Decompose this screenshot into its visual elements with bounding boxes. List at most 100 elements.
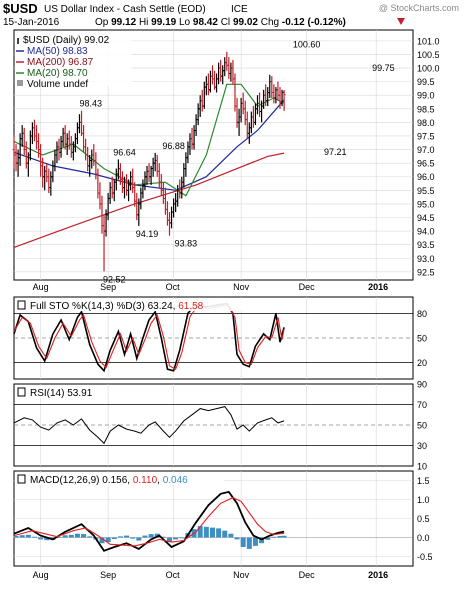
x-axis-label: Nov [233, 282, 250, 292]
change-value: -0.12 (-0.12%) [282, 17, 346, 28]
x-axis-label: Dec [299, 570, 316, 580]
price-annotation: 98.43 [79, 99, 102, 109]
watermark: @ StockCharts.com [379, 3, 459, 13]
price-y-tick: 99.5 [417, 77, 435, 87]
rsi-line [13, 406, 285, 445]
price-y-tick: 96.5 [417, 159, 435, 169]
macd-histogram-bar [179, 537, 185, 539]
sto-d-line [13, 304, 285, 370]
macd-y-tick: 1.0 [417, 495, 430, 505]
macd-histogram-bar [136, 537, 142, 541]
high-label: Hi [139, 17, 148, 28]
x-axis-label: 2016 [368, 282, 388, 292]
price-annotation: 97.21 [324, 147, 347, 157]
high-value: 99.19 [151, 17, 176, 28]
macd-legend: MACD(12,26,9) 0.156, 0.110, 0.046 [16, 473, 224, 486]
price-annotation: 96.64 [113, 147, 136, 157]
macd-legend-label: MACD(12,26,9) [30, 475, 99, 486]
axis-labels: 101.0100.5100.099.599.098.598.097.597.09… [33, 36, 440, 580]
macd-histogram-bar [203, 526, 209, 538]
open-label: Op [95, 17, 109, 28]
legend-ma50-text: MA(50) 98.83 [27, 46, 88, 57]
price-y-tick: 95.5 [417, 186, 435, 196]
price-y-tick: 97.5 [417, 131, 435, 141]
rsi-legend: RSI(14) 53.91 [16, 386, 104, 399]
x-axis-label: Sep [100, 570, 116, 580]
ma50-line [13, 99, 285, 191]
ohlc-bar [280, 89, 284, 107]
sto-y-tick: 20 [417, 358, 427, 368]
macd-histogram-bar [234, 537, 240, 540]
price-legend: $USD (Daily) 99.02 MA(50) 98.83 MA(200) … [16, 32, 132, 90]
price-annotation: 93.83 [175, 239, 198, 249]
macd-y-tick: -0.5 [417, 552, 433, 562]
price-y-tick: 94.5 [417, 213, 435, 223]
macd-histogram-bar [277, 535, 283, 538]
macd-plot [13, 490, 287, 552]
ohlc-bar [282, 90, 286, 111]
macd-histogram-bar [105, 537, 111, 543]
rsi-legend-bg [16, 386, 104, 398]
x-axis-label: Aug [33, 282, 49, 292]
macd-histogram-bar [281, 535, 287, 538]
down-arrow-icon [397, 18, 405, 25]
close-label: Cl [221, 17, 230, 28]
x-axis-label: Oct [166, 282, 181, 292]
legend-price-text: $USD (Daily) 99.02 [23, 35, 110, 46]
legend-volume-swatch [17, 80, 23, 86]
x-axis-label: Sep [100, 282, 116, 292]
ma200-line [13, 152, 285, 248]
macd-histogram-bar [68, 534, 74, 538]
price-annotation: 92.52 [103, 274, 126, 284]
price-y-tick: 97.0 [417, 145, 435, 155]
macd-histogram-bar [124, 535, 130, 538]
price-y-tick: 92.5 [417, 267, 435, 277]
macd-histogram-bar [62, 535, 68, 538]
price-y-tick: 100.5 [417, 50, 440, 60]
macd-histogram-bar [222, 530, 228, 538]
macd-histogram-bar [19, 535, 25, 538]
macd-y-tick: 0.0 [417, 533, 430, 543]
sto-y-tick: 80 [417, 309, 427, 319]
macd-histogram-bar [99, 537, 105, 544]
ohlc-readout: Op 99.12 Hi 99.19 Lo 98.42 Cl 99.02 Chg … [95, 17, 346, 28]
macd-histogram-bar [25, 534, 31, 538]
macd-histogram-bar [56, 536, 62, 538]
macd-legend-swatch [17, 474, 26, 484]
price-y-tick: 99.0 [417, 91, 435, 101]
macd-histogram-bar [38, 537, 44, 540]
macd-histogram-bar [271, 536, 277, 538]
macd-histogram-bar [148, 534, 154, 538]
x-axis-label: Dec [299, 282, 316, 292]
macd-histogram-bar [13, 535, 19, 538]
low-value: 98.42 [193, 17, 218, 28]
price-y-tick: 101.0 [417, 36, 440, 46]
macd-histogram-bar [216, 528, 222, 538]
price-plot: 98.43 96.64 96.88 92.52 94.19 93.83 100.60 99.7… [12, 40, 395, 284]
date-label: 15-Jan-2016 [3, 17, 60, 28]
price-annotation: 94.19 [136, 229, 159, 239]
price-y-tick: 95.0 [417, 199, 435, 209]
rsi-y-tick: 90 [417, 380, 427, 390]
symbol-title: $USD [3, 1, 38, 16]
price-annotation: 96.88 [162, 141, 185, 151]
macd-histogram-bar [209, 527, 215, 538]
macd-y-tick: 0.5 [417, 514, 430, 524]
sto-plot [13, 302, 285, 373]
rsi-y-tick: 30 [417, 441, 427, 451]
rsi-legend-text: RSI(14) 53.91 [30, 388, 93, 399]
rsi-plot [13, 406, 285, 445]
x-axis-label: 2016 [368, 570, 388, 580]
price-y-tick: 98.0 [417, 118, 435, 128]
macd-histogram-bar [44, 537, 50, 541]
change-label: Chg [261, 17, 279, 28]
x-axis-label: Nov [233, 570, 250, 580]
macd-legend-bg [16, 473, 224, 485]
macd-histogram-bar [240, 537, 246, 547]
price-annotation: 100.60 [293, 40, 321, 50]
macd-histogram-bar [74, 533, 80, 538]
macd-histogram-bar [130, 537, 136, 539]
macd-histogram-bar [265, 537, 271, 540]
